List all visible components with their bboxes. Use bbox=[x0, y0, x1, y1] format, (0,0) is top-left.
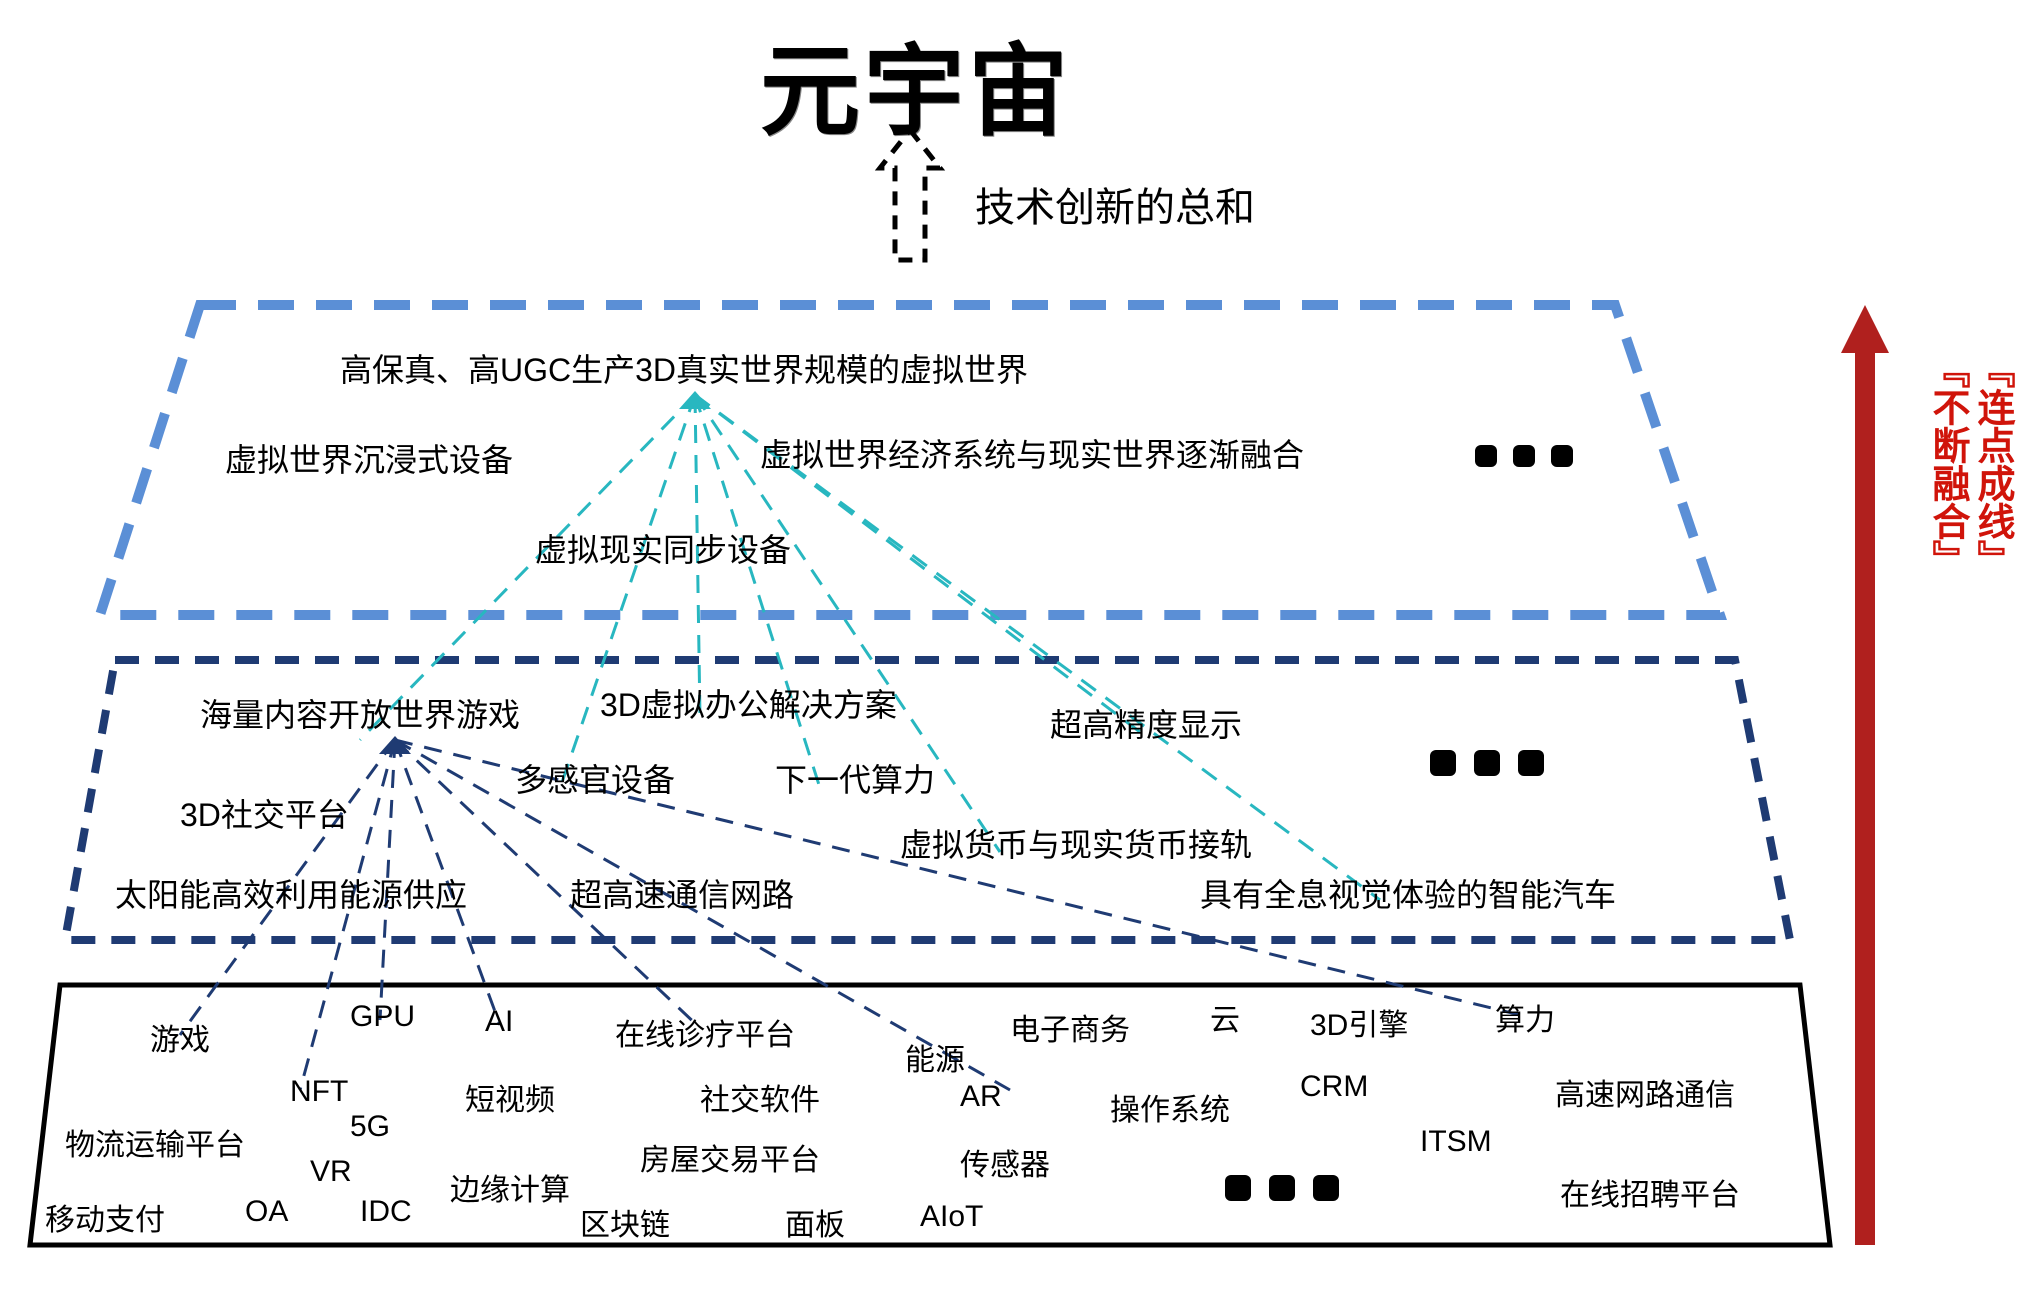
node-label: 社交软件 bbox=[700, 1075, 820, 1119]
big-arrow-icon bbox=[1841, 305, 1889, 1245]
node-label: 移动支付 bbox=[45, 1195, 165, 1239]
node-label: 短视频 bbox=[465, 1075, 555, 1119]
node-label: 边缘计算 bbox=[450, 1165, 570, 1209]
node-label: 多感官设备 bbox=[515, 755, 675, 801]
side-text-2: 『不断融合』 bbox=[1920, 350, 1975, 578]
node-label: 在线招聘平台 bbox=[1560, 1170, 1740, 1214]
node-label: GPU bbox=[350, 1000, 415, 1034]
node-label: 虚拟货币与现实货币接轨 bbox=[900, 820, 1252, 866]
diagram-canvas: 元宇宙 技术创新的总和 『连点成线』 『不断融合』 高保真、高UGC生产3D真实… bbox=[0, 0, 2042, 1294]
node-label: NFT bbox=[290, 1075, 348, 1109]
ellipsis-mid bbox=[1430, 750, 1544, 776]
node-label: 高速网路通信 bbox=[1555, 1070, 1735, 1114]
node-label: 具有全息视觉体验的智能汽车 bbox=[1200, 870, 1616, 916]
node-label: 虚拟世界沉浸式设备 bbox=[225, 435, 513, 481]
node-label: 虚拟世界经济系统与现实世界逐渐融合 bbox=[760, 430, 1304, 476]
arrow-caption: 技术创新的总和 bbox=[975, 175, 1255, 233]
node-label: OA bbox=[245, 1195, 288, 1229]
node-label: VR bbox=[310, 1155, 352, 1189]
node-label: 太阳能高效利用能源供应 bbox=[115, 870, 467, 916]
ellipsis-top bbox=[1475, 445, 1573, 467]
node-label: IDC bbox=[360, 1195, 412, 1229]
node-label: 超高精度显示 bbox=[1050, 700, 1242, 746]
node-label: 超高速通信网路 bbox=[570, 870, 794, 916]
node-label: 5G bbox=[350, 1110, 390, 1144]
node-label: 下一代算力 bbox=[775, 755, 935, 801]
node-label: 云 bbox=[1210, 995, 1240, 1039]
node-label: AR bbox=[960, 1080, 1002, 1114]
node-label: 算力 bbox=[1495, 995, 1555, 1039]
ellipsis-bot bbox=[1225, 1175, 1339, 1201]
node-label: 3D社交平台 bbox=[180, 790, 349, 836]
node-label: CRM bbox=[1300, 1070, 1368, 1104]
node-label: 面板 bbox=[785, 1200, 845, 1244]
node-label: 3D虚拟办公解决方案 bbox=[600, 680, 897, 726]
node-label: 传感器 bbox=[960, 1140, 1050, 1184]
node-label: 3D引擎 bbox=[1310, 1000, 1408, 1044]
node-label: 房屋交易平台 bbox=[640, 1135, 820, 1179]
diagram-title: 元宇宙 bbox=[760, 10, 1072, 155]
node-label: 操作系统 bbox=[1110, 1085, 1230, 1129]
node-label: 在线诊疗平台 bbox=[615, 1010, 795, 1054]
node-label: AI bbox=[485, 1005, 513, 1039]
node-label: ITSM bbox=[1420, 1125, 1492, 1159]
node-label: 电子商务 bbox=[1010, 1005, 1130, 1049]
node-label: 区块链 bbox=[580, 1200, 670, 1244]
node-label: 物流运输平台 bbox=[65, 1120, 245, 1164]
node-label: 能源 bbox=[905, 1035, 965, 1079]
node-label: 虚拟现实同步设备 bbox=[535, 525, 791, 571]
node-label: 游戏 bbox=[150, 1015, 210, 1059]
node-label: AIoT bbox=[920, 1200, 983, 1234]
node-label: 海量内容开放世界游戏 bbox=[200, 690, 520, 736]
node-label: 高保真、高UGC生产3D真实世界规模的虚拟世界 bbox=[340, 345, 1028, 391]
